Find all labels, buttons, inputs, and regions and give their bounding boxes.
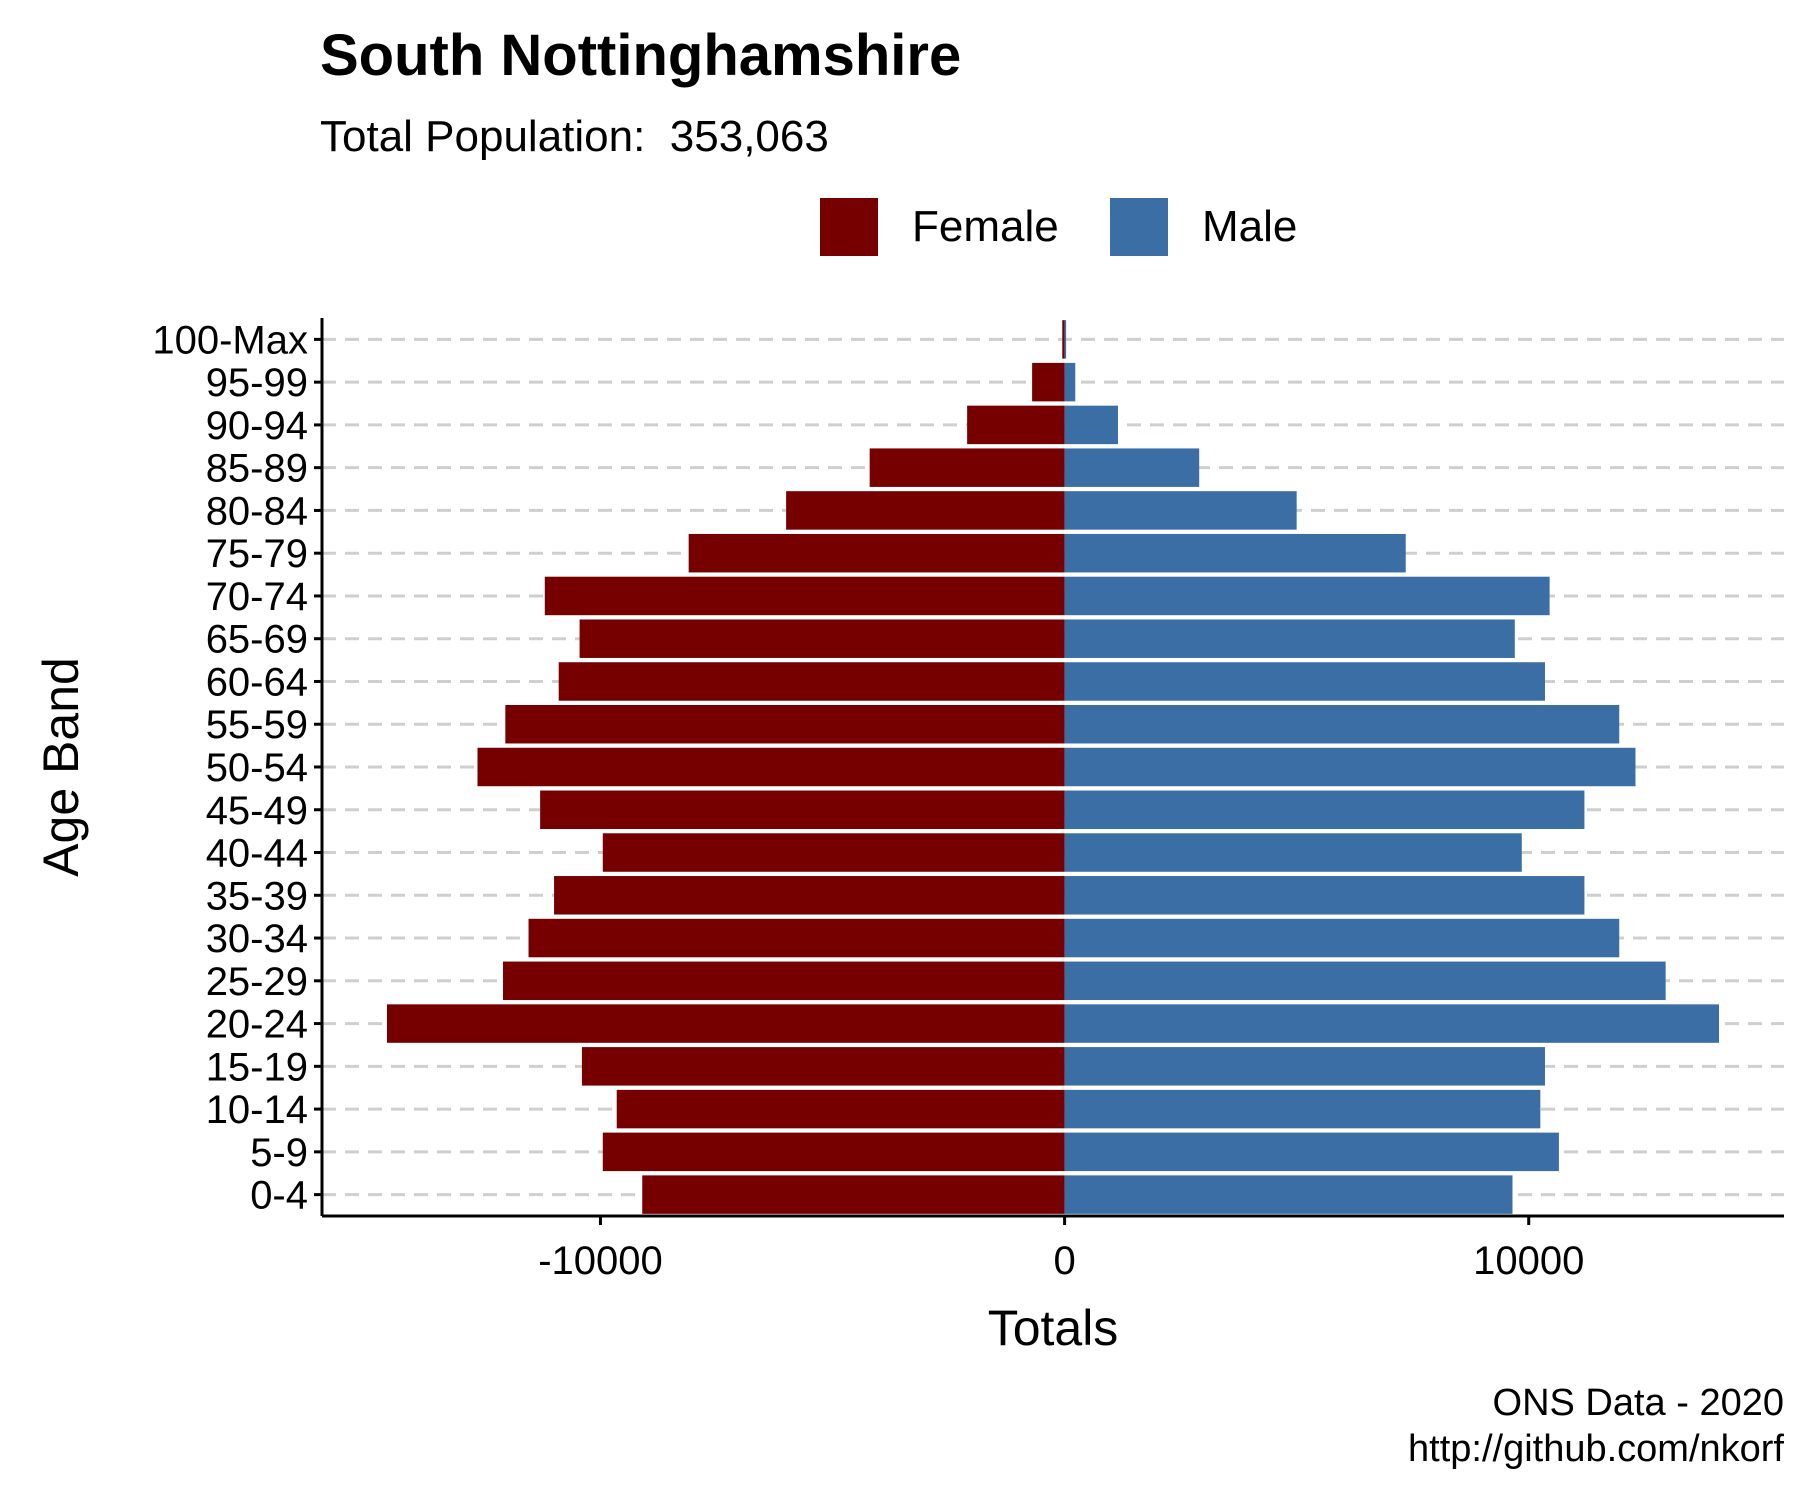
x-tick-label: 10000 [1473,1239,1584,1283]
bar-male-85-89 [1064,448,1200,487]
bar-male-25-29 [1064,961,1666,1001]
bar-female-65-69 [579,619,1065,658]
bar-male-40-44 [1064,833,1522,872]
bar-female-55-59 [505,704,1065,744]
y-tick-label: 45-49 [206,789,308,833]
bar-male-65-69 [1064,619,1515,658]
y-axis-title: Age Band [33,657,89,877]
x-tick-label: 0 [1053,1239,1075,1283]
bar-female-95-99 [1032,362,1065,402]
bar-female-15-19 [581,1047,1065,1086]
y-tick-label: 0-4 [250,1174,308,1218]
y-tick-label: 85-89 [206,447,308,491]
bar-female-100-Max [1062,320,1065,359]
y-tick-label: 65-69 [206,618,308,662]
legend-swatch-female [820,198,878,256]
bar-male-15-19 [1064,1047,1545,1086]
y-tick-label: 70-74 [206,575,308,619]
bar-female-70-74 [544,576,1065,616]
y-tick-label: 55-59 [206,703,308,747]
bar-male-55-59 [1064,704,1620,744]
bar-female-5-9 [602,1132,1065,1172]
y-tick-label: 30-34 [206,917,308,961]
bar-female-50-54 [477,747,1065,787]
legend-swatch-male [1110,198,1168,256]
bar-female-40-44 [602,833,1065,872]
bar-male-60-64 [1064,662,1545,701]
legend-label-female: Female [912,202,1059,251]
y-tick-label: 25-29 [206,960,308,1004]
bar-male-95-99 [1064,362,1076,402]
bar-female-0-4 [642,1175,1065,1214]
y-tick-label: 20-24 [206,1003,308,1047]
bar-male-75-79 [1064,533,1406,573]
chart-title: South Nottinghamshire [320,23,962,88]
axes [314,318,1784,1225]
bar-female-90-94 [967,405,1065,445]
chart-subtitle: Total Population: 353,063 [320,112,829,161]
bar-male-70-74 [1064,576,1550,616]
bar-female-80-84 [786,491,1065,530]
bar-female-75-79 [688,533,1065,573]
bar-male-5-9 [1064,1132,1559,1172]
bar-female-20-24 [386,1004,1065,1043]
bar-male-80-84 [1064,491,1297,530]
y-tick-label: 5-9 [250,1131,308,1175]
bar-male-30-34 [1064,918,1620,958]
bar-female-85-89 [869,448,1065,487]
bar-male-10-14 [1064,1089,1541,1129]
bar-male-50-54 [1064,747,1636,787]
y-tick-label: 75-79 [206,532,308,576]
bar-female-10-14 [616,1089,1065,1129]
legend-label-male: Male [1202,202,1298,251]
bar-female-35-39 [554,876,1065,915]
y-tick-label: 40-44 [206,832,308,876]
y-tick-label: 15-19 [206,1045,308,1089]
axis-labels: 0-45-910-1415-1920-2425-2930-3435-3940-4… [33,318,1584,1356]
bar-female-45-49 [540,790,1065,830]
bar-male-45-49 [1064,790,1585,830]
caption-url: http://github.com/nkorf [1408,1428,1784,1470]
bar-male-35-39 [1064,876,1585,915]
bars [386,320,1720,1214]
y-tick-label: 50-54 [206,746,308,790]
y-tick-label: 10-14 [206,1088,308,1132]
bar-male-0-4 [1064,1175,1513,1214]
x-tick-label: -10000 [538,1239,663,1283]
y-tick-label: 35-39 [206,874,308,918]
y-tick-label: 100-Max [152,318,308,362]
bar-female-25-29 [503,961,1065,1001]
bar-male-90-94 [1064,405,1118,445]
bar-male-100-Max [1064,320,1067,359]
y-tick-label: 95-99 [206,361,308,405]
y-tick-label: 60-64 [206,660,308,704]
caption-source: ONS Data - 2020 [1492,1382,1784,1424]
bar-female-30-34 [528,918,1065,958]
bar-male-20-24 [1064,1004,1720,1043]
y-tick-label: 80-84 [206,489,308,533]
y-tick-label: 90-94 [206,404,308,448]
x-axis-title: Totals [988,1300,1119,1356]
caption: ONS Data - 2020 http://github.com/nkorf [1408,1380,1784,1472]
bar-female-60-64 [558,662,1065,701]
